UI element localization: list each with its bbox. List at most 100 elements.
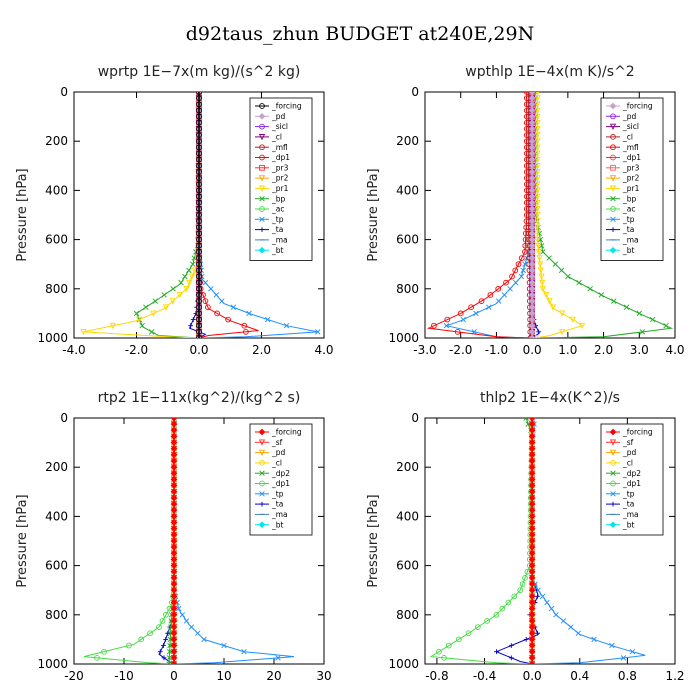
series-marker-dp1 — [493, 611, 500, 618]
series-marker-dp1 — [241, 322, 248, 329]
series-marker-forcing — [196, 156, 202, 163]
series-marker-pr1 — [534, 119, 541, 127]
series-marker-forcing — [196, 335, 202, 338]
series-marker-dp1 — [243, 329, 249, 335]
legend-entry: _forcing — [271, 428, 302, 437]
y-tick-label: 200 — [396, 134, 419, 148]
series-marker-forcing — [196, 119, 202, 126]
series-marker-tp — [275, 655, 281, 661]
x-tick-label: -10 — [114, 669, 134, 683]
legend-marker — [609, 439, 617, 446]
series-marker-tp — [283, 322, 290, 329]
series-marker-mfl — [522, 236, 529, 243]
series-marker-pr1 — [536, 255, 543, 262]
x-tick-label: 2.0 — [252, 343, 271, 357]
legend-marker — [610, 195, 616, 202]
series-marker-pr1 — [534, 187, 541, 194]
x-tick-label: 0 — [170, 669, 178, 683]
series-marker-dp1 — [499, 605, 506, 612]
x-tick-label: 0.0 — [189, 343, 208, 357]
legend-entry: _pd — [271, 448, 286, 457]
series-marker-pr1 — [534, 138, 541, 145]
panel-title: wprtp 1E−7x(m kg)/(s^2 kg) — [98, 64, 301, 80]
series-marker-mfl — [444, 316, 451, 323]
series-marker-pr1 — [534, 230, 541, 237]
x-tick-label: 0.4 — [570, 669, 589, 683]
y-tick-label: 800 — [45, 282, 68, 296]
y-axis-label: Pressure [hPa] — [15, 494, 30, 587]
series-marker-forcing — [196, 224, 202, 231]
series-marker-ta — [494, 649, 499, 655]
series-marker-pr1 — [183, 285, 190, 293]
series-marker-forcing — [196, 292, 202, 298]
legend-marker — [610, 227, 616, 232]
series-marker-bp — [139, 322, 145, 329]
x-tick-label: 0.0 — [523, 343, 542, 357]
series-marker-ta — [157, 649, 163, 655]
series-marker-tp — [609, 642, 615, 649]
series-marker-tp — [548, 605, 555, 612]
y-tick-label: 200 — [45, 134, 68, 148]
series-marker-pr1 — [109, 322, 117, 330]
series-marker-mfl — [512, 267, 519, 274]
series-marker-tp — [535, 587, 541, 593]
series-marker-tp — [230, 304, 237, 310]
legend-marker — [258, 439, 266, 446]
legend: _forcing_pd_sicl_cl_mfl_dp1_pr3_pr2_pr1_… — [600, 97, 664, 261]
series-marker-dp1 — [94, 654, 100, 661]
series-marker-mfl — [509, 273, 515, 280]
legend: _forcing_sf_pd _cl_dp2_dp1_tp _ta_ma_bt — [249, 423, 313, 536]
series-marker-mfl — [522, 249, 528, 255]
series-marker-pr1 — [532, 335, 539, 338]
legend-marker — [609, 246, 617, 254]
series-marker-dp1 — [519, 581, 526, 587]
series-marker-pr1 — [534, 181, 541, 188]
series-marker-pr1 — [136, 316, 143, 323]
series-marker-pr1 — [534, 236, 541, 244]
series-marker-dp1 — [214, 310, 220, 317]
legend-entry: _bt — [271, 520, 284, 529]
series-marker-pr1 — [543, 292, 550, 299]
series-marker-forcing — [196, 175, 202, 181]
legend-marker — [609, 428, 617, 436]
series-marker-mfl — [515, 261, 522, 268]
legend-entry: _pr2 — [271, 174, 289, 183]
series-marker-tp — [246, 310, 252, 317]
series-marker-forcing — [196, 126, 202, 132]
series-marker-bp — [186, 267, 192, 274]
series-marker-bp — [182, 273, 188, 280]
series-marker-ta — [190, 317, 196, 322]
series-marker-tp — [568, 624, 574, 630]
legend-marker — [610, 144, 616, 151]
legend-marker — [610, 206, 616, 212]
series-marker-tp — [486, 304, 492, 310]
series-marker-pr1 — [80, 329, 87, 336]
legend-marker — [610, 164, 616, 171]
series-marker-mfl — [457, 310, 464, 317]
series-marker-pr1 — [162, 304, 170, 311]
series-marker-tp — [629, 648, 636, 655]
series-marker-dp1 — [202, 298, 209, 304]
series-marker-pr1 — [534, 95, 541, 102]
series-marker-pr1 — [534, 212, 541, 219]
series-marker-forcing — [196, 261, 202, 268]
legend-entry: _ta — [622, 225, 634, 234]
x-tick-label: -0.8 — [425, 669, 448, 683]
series-marker-tp — [175, 605, 182, 612]
series-marker-ta — [161, 655, 167, 661]
series-marker-tp — [473, 310, 479, 317]
legend-marker — [259, 227, 265, 232]
series-marker-bp — [663, 322, 669, 329]
series-marker-bp — [552, 261, 559, 267]
series-marker-forcing — [196, 150, 202, 157]
legend-entry: _pr2 — [622, 174, 640, 183]
series-marker-mfl — [523, 230, 529, 237]
series-marker-mfl — [518, 255, 525, 261]
legend-marker — [610, 216, 616, 223]
legend-marker — [609, 123, 617, 131]
legend-marker — [610, 460, 616, 466]
plot-frame — [73, 417, 325, 665]
series-marker-tp — [560, 618, 567, 624]
series-marker-pr1 — [535, 249, 542, 256]
